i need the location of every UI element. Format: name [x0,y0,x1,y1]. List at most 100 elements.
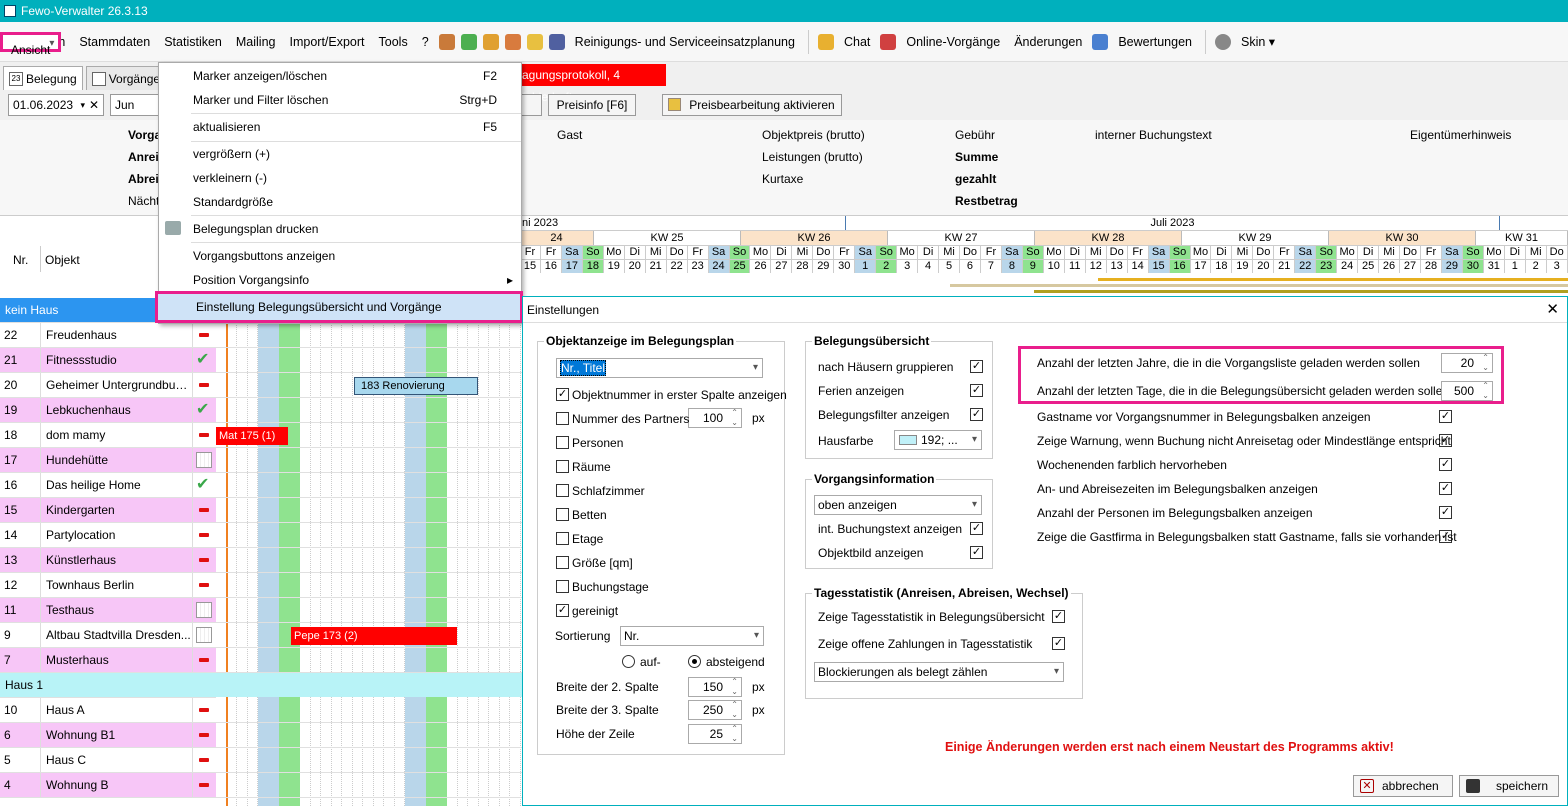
checkbox[interactable] [556,580,569,593]
check-icon: ✔ [196,476,210,493]
checkbox[interactable]: ✓ [970,408,983,421]
partner-width-spinner[interactable]: 100 [688,408,742,428]
object-row[interactable]: 13 Künstlerhaus [0,548,520,573]
menu-item-refresh[interactable]: aktualisieren F5 [159,115,523,139]
online-icon[interactable] [880,33,897,50]
checkbox[interactable] [556,556,569,569]
close-icon[interactable]: ✕ [1546,301,1559,318]
object-row[interactable]: 11 Testhaus [0,598,520,623]
width3-spinner[interactable]: 250 [688,700,742,720]
header-nr[interactable]: Nr. [13,253,29,267]
cancel-button[interactable]: ✕ abbrechen [1353,775,1453,797]
preisinfo-button[interactable]: Preisinfo [F6] [548,94,636,116]
menu-import-export[interactable]: Import/Export [289,34,365,49]
menu-item-standard-size[interactable]: Standardgröße [159,190,523,214]
preisbearbeitung-button[interactable]: Preisbearbeitung aktivieren [662,94,842,116]
row-height-spinner[interactable]: 25 [688,724,742,744]
menu-item-position-info[interactable]: Position Vorgangsinfo ▸ [159,268,523,292]
checkbox[interactable] [556,436,569,449]
object-row[interactable]: 17 Hundehütte [0,448,520,473]
checkbox[interactable]: ✓ [970,360,983,373]
checkbox[interactable] [556,412,569,425]
days-spinner[interactable]: 500 [1441,381,1493,401]
clear-icon[interactable]: ✕ [88,98,99,112]
object-row[interactable]: 7 Musterhaus [0,648,520,673]
info-abreise: Abreis [128,172,166,186]
menu-item-zoom-out[interactable]: verkleinern (-) [159,166,523,190]
display-mode-select[interactable]: Nr., Titel [556,358,763,378]
house-icon[interactable] [460,33,477,50]
cleaning-person-icon[interactable] [548,33,565,50]
date-field[interactable]: 01.06.2023 ▾ ✕ [8,94,104,116]
menu-help[interactable]: ? [421,34,429,49]
booking-bar[interactable]: Mat 175 (1) [216,427,288,445]
menu-statistiken[interactable]: Statistiken [164,34,222,49]
gear-icon[interactable] [1215,33,1231,50]
radio-label: auf- [640,655,661,669]
tab-vorgaenge[interactable]: Vorgänge [85,66,167,90]
checkbox[interactable] [556,508,569,521]
users-icon[interactable] [438,33,455,50]
checkbox[interactable]: ✓ [1439,458,1452,471]
checkbox[interactable] [556,460,569,473]
occupancy-grid[interactable]: 183 Renovierung Mat 175 (1) Pepe 173 (2) [216,298,522,806]
checkbox[interactable]: ✓ [970,522,983,535]
checkbox[interactable]: ✓ [556,604,569,617]
save-button[interactable]: speichern [1459,775,1559,797]
booking-bar[interactable]: 183 Renovierung [354,377,478,395]
menu-item-zoom-in[interactable]: vergrößern (+) [159,142,523,166]
day-cell: Mo 26 [750,245,772,273]
menu-item-marker[interactable]: Marker anzeigen/löschen F2 [159,64,523,88]
menu-tools[interactable]: Tools [378,34,408,49]
radio-descending[interactable] [688,655,701,668]
divider [192,523,193,547]
checkbox[interactable]: ✓ [1052,610,1065,623]
menu-skin[interactable]: Skin ▾ [1241,35,1276,49]
star-icon[interactable] [1092,33,1109,50]
menu-label: verkleinern (-) [193,171,268,185]
menu-mailing[interactable]: Mailing [235,34,276,49]
checkbox[interactable]: ✓ [1439,434,1452,447]
radio-ascending[interactable] [622,655,635,668]
chat-icon[interactable] [817,33,834,50]
checkbox[interactable]: ✓ [1052,637,1065,650]
menu-aenderungen[interactable]: Änderungen [1014,34,1083,49]
checkbox[interactable]: ✓ [970,546,983,559]
width2-spinner[interactable]: 150 [688,677,742,697]
menu-item-vorgangsbuttons[interactable]: Vorgangsbuttons anzeigen [159,244,523,268]
guest-icon[interactable] [482,33,499,50]
menu-chat[interactable]: Chat [843,34,871,49]
menu-item-print[interactable]: Belegungsplan drucken [159,217,523,241]
menu-bewertungen[interactable]: Bewertungen [1118,34,1192,49]
info-position-select[interactable]: oben anzeigen [814,495,982,515]
checkbox[interactable]: ✓ [1439,482,1452,495]
checkbox[interactable]: ✓ [556,388,569,401]
weekday-label: Do [813,246,834,260]
header-objekt[interactable]: Objekt [45,253,80,267]
checkbox[interactable]: ✓ [1439,410,1452,423]
month-select[interactable]: Jun [110,94,160,116]
checkbox[interactable] [556,484,569,497]
booking-bar[interactable]: Pepe 173 (2) [291,627,457,645]
week-cell: KW 28 [1035,231,1182,245]
checkbox[interactable]: ✓ [1439,530,1452,543]
menu-item-marker-filter[interactable]: Marker und Filter löschen Strg+D [159,88,523,112]
blockierungen-select[interactable]: Blockierungen als belegt zählen [814,662,1064,682]
years-spinner[interactable]: 20 [1441,353,1493,373]
checkbox[interactable] [556,532,569,545]
menu-ansicht[interactable]: Ansicht [0,31,62,57]
checkbox[interactable]: ✓ [970,384,983,397]
menu-online-vorgaenge[interactable]: Online-Vorgänge [906,34,1001,49]
owner-icon[interactable] [504,33,521,50]
object-row[interactable]: 19 Lebkuchenhaus ✔ [0,398,520,423]
sort-select[interactable]: Nr. [620,626,764,646]
checkbox[interactable]: ✓ [1439,506,1452,519]
object-row[interactable]: 21 Fitnessstudio ✔ [0,348,520,373]
menu-cleaning-planning[interactable]: Reinigungs- und Serviceeinsatzplanung [574,34,795,49]
menu-stammdaten[interactable]: Stammdaten [79,34,151,49]
document-icon[interactable] [526,33,543,50]
alert-banner[interactable]: agungsprotokoll, 4 fehlerhaft [520,64,666,104]
tab-belegung[interactable]: 23 Belegung [3,66,83,90]
house-color-select[interactable]: 192; ... [894,430,982,450]
menu-item-einstellung[interactable]: Einstellung Belegungsübersicht und Vorgä… [155,291,523,323]
